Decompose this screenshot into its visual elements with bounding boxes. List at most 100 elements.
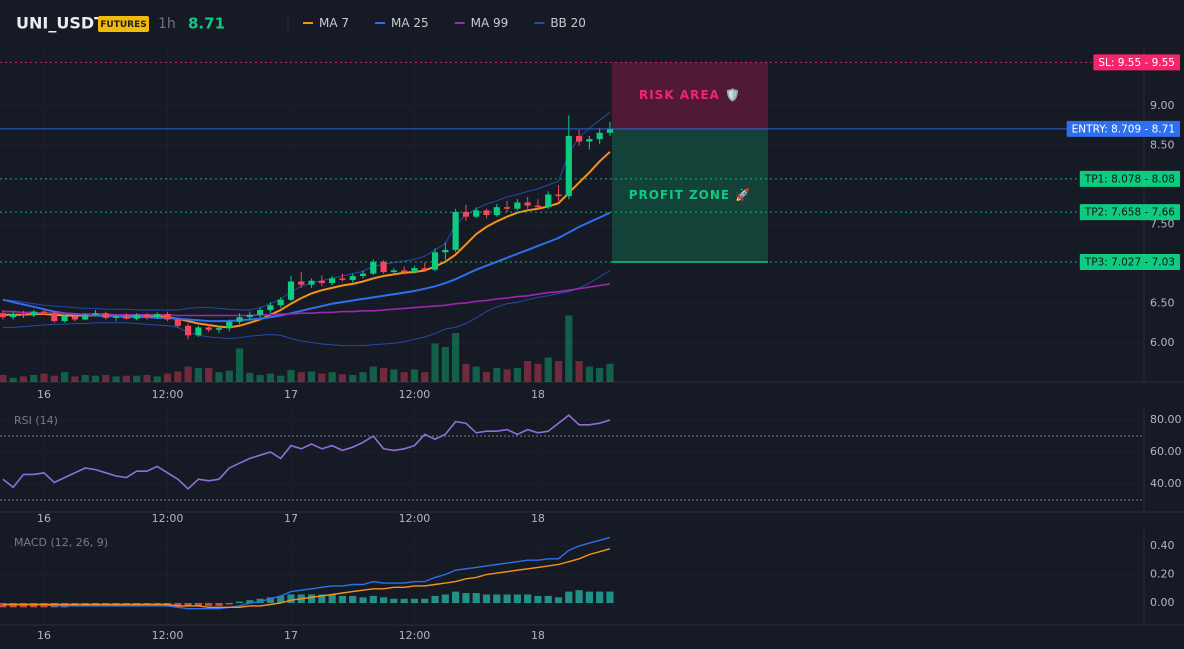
level-label-bg xyxy=(1079,204,1180,221)
candle-body xyxy=(442,249,449,253)
x-tick-label: 18 xyxy=(531,512,545,525)
x-tick-label: 12:00 xyxy=(152,388,184,401)
macd-histogram-bar xyxy=(338,595,347,604)
level-label-bg xyxy=(1079,170,1180,187)
macd-histogram-bar xyxy=(215,603,223,606)
volume-bar xyxy=(400,372,408,382)
x-tick-label: 17 xyxy=(284,388,298,401)
macd-histogram-bar xyxy=(493,594,501,604)
macd-histogram-bar xyxy=(585,591,593,604)
symbol: UNI_USDT xyxy=(16,14,105,33)
volume-bar xyxy=(596,368,604,382)
y-tick-label: 7.50 xyxy=(1150,218,1175,231)
candle-body xyxy=(545,194,552,208)
y-tick-label: 6.50 xyxy=(1150,297,1175,310)
annotation: PROFIT ZONE 🚀 xyxy=(629,188,752,202)
level-label: ENTRY: 8.709 - 8.71 xyxy=(1072,123,1175,135)
y-tick-label: 80.00 xyxy=(1150,413,1182,426)
volume-bar xyxy=(359,372,367,382)
candle-body xyxy=(0,313,6,318)
candle-body xyxy=(565,135,572,197)
volume-bar xyxy=(30,375,38,382)
volume-bar xyxy=(163,373,172,382)
macd-histogram-bar xyxy=(554,597,563,604)
volume-bar xyxy=(61,372,69,382)
badge: FUTURES xyxy=(100,20,146,30)
volume-bar xyxy=(462,363,470,382)
x-tick-label: 17 xyxy=(284,512,298,525)
y-tick-label: 9.00 xyxy=(1150,99,1175,112)
macd-histogram-bar xyxy=(431,595,439,604)
macd-histogram-bar xyxy=(441,594,449,604)
volume-bar xyxy=(513,368,521,382)
pane-title: MACD (12, 26, 9) xyxy=(14,536,108,549)
volume-bar xyxy=(493,368,501,382)
x-tick-label: 12:00 xyxy=(399,512,431,525)
pane-title: RSI (14) xyxy=(14,414,58,427)
annotation: RISK AREA 🛡️ xyxy=(639,88,741,102)
volume-bar xyxy=(421,372,429,382)
volume-bar xyxy=(91,375,100,382)
macd-histogram-bar xyxy=(400,598,408,604)
macd-line xyxy=(2,548,611,608)
candle-body xyxy=(226,321,233,329)
macd-histogram-bar xyxy=(606,591,614,604)
volume-bar xyxy=(19,376,28,382)
volume-bar xyxy=(338,374,347,382)
macd-histogram-bar xyxy=(380,597,388,604)
candle-body xyxy=(123,316,130,319)
candle-body xyxy=(215,328,223,330)
y-tick-label: 40.00 xyxy=(1150,477,1182,490)
level-label: SL: 9.55 - 9.55 xyxy=(1098,57,1175,69)
macd-histogram-bar xyxy=(596,591,604,604)
candle-body xyxy=(102,313,109,318)
candle-body xyxy=(174,319,181,326)
candle-body xyxy=(431,252,439,270)
macd-histogram-bar xyxy=(421,598,429,604)
candle-body xyxy=(298,281,305,285)
legend: MA 7 MA 25 MA 99 BB 20 xyxy=(303,16,586,30)
candle-body xyxy=(61,316,68,322)
macd-histogram-bar xyxy=(246,600,254,604)
x-tick-label: 16 xyxy=(37,512,51,525)
volume-bar xyxy=(318,373,326,382)
volume-bar xyxy=(565,315,573,382)
macd-histogram-bar xyxy=(143,603,151,605)
macd-histogram-bar xyxy=(472,593,480,604)
volume-bar xyxy=(349,375,357,382)
volume-bar xyxy=(307,371,316,382)
candle-body xyxy=(185,325,192,336)
volume-bar xyxy=(102,375,110,382)
volume-bar xyxy=(246,372,254,382)
rsi-line xyxy=(2,414,611,490)
legend-label: BB 20 xyxy=(550,16,586,30)
volume-bar xyxy=(174,371,182,382)
candle-body xyxy=(555,194,562,197)
candle-body xyxy=(133,314,140,319)
candle-body xyxy=(576,135,583,142)
volume-bar xyxy=(81,375,89,382)
volume-bar xyxy=(534,363,542,382)
macd-histogram-bar xyxy=(369,595,377,604)
candle-body xyxy=(267,305,274,311)
candle-body xyxy=(524,202,531,206)
candle-body xyxy=(483,210,490,216)
volume-bar xyxy=(482,372,491,382)
candle-body xyxy=(493,207,500,216)
badge-bg xyxy=(98,16,149,32)
x-tick-label: 16 xyxy=(37,388,51,401)
level-label: TP1: 8.078 - 8.08 xyxy=(1084,173,1175,185)
macd-histogram-bar xyxy=(266,597,274,604)
y-tick-label: 60.00 xyxy=(1150,445,1182,458)
volume-bar xyxy=(40,373,48,382)
candle-body xyxy=(82,314,89,320)
profit-zone xyxy=(611,128,768,262)
volume-bar xyxy=(143,375,151,382)
macd-histogram-bar xyxy=(133,603,141,605)
band-line xyxy=(2,111,611,311)
candle-body xyxy=(30,311,37,316)
macd-histogram-bar xyxy=(328,594,336,604)
volume-bar xyxy=(297,372,305,382)
